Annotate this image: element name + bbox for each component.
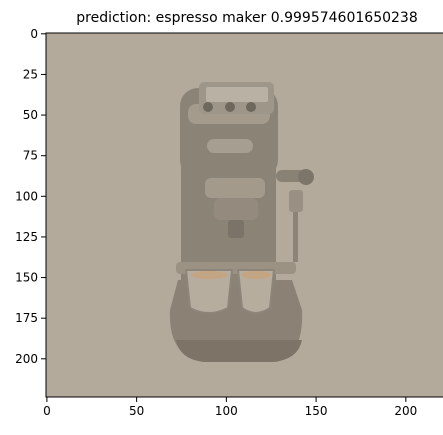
y-tick-label: 200 (15, 352, 38, 366)
axes-frame (45, 32, 443, 398)
x-tick-label: 0 (43, 404, 51, 418)
control-button-2 (225, 102, 235, 112)
espresso-maker-illustration (169, 82, 314, 362)
y-tick-label: 175 (15, 311, 38, 325)
brand-plate (207, 139, 253, 153)
steam-wand-pipe (293, 212, 298, 262)
x-tick-label: 50 (129, 404, 144, 418)
espresso-cup-right (236, 269, 276, 314)
display-window (206, 87, 268, 102)
tick-layer: 0 50 100 150 200 0 25 50 75 100 125 150 175 200 (15, 27, 417, 418)
control-button-3 (246, 102, 256, 112)
y-tick-label: 150 (15, 271, 38, 285)
x-tick-label: 150 (305, 404, 328, 418)
y-tick-label: 125 (15, 230, 38, 244)
y-tick-label: 75 (23, 149, 38, 163)
x-tick-label: 100 (215, 404, 238, 418)
group-head (205, 178, 265, 198)
x-tick-label: 200 (394, 404, 417, 418)
y-tick-label: 50 (23, 108, 38, 122)
control-button-1 (203, 102, 213, 112)
espresso-crema-left (191, 271, 227, 279)
espresso-crema-right (241, 271, 271, 279)
image-panel (46, 33, 443, 397)
portafilter-spout (228, 220, 244, 238)
y-tick-label: 25 (23, 67, 38, 81)
machine-base-shadow (176, 340, 302, 362)
espresso-cup-left (184, 269, 234, 314)
portafilter-body (214, 198, 258, 220)
steam-wand-knob (298, 169, 314, 185)
chart-title: prediction: espresso maker 0.99957460165… (76, 10, 417, 26)
steam-wand-tip (289, 190, 303, 212)
y-tick-label: 0 (30, 27, 38, 41)
y-tick-label: 100 (15, 189, 38, 203)
